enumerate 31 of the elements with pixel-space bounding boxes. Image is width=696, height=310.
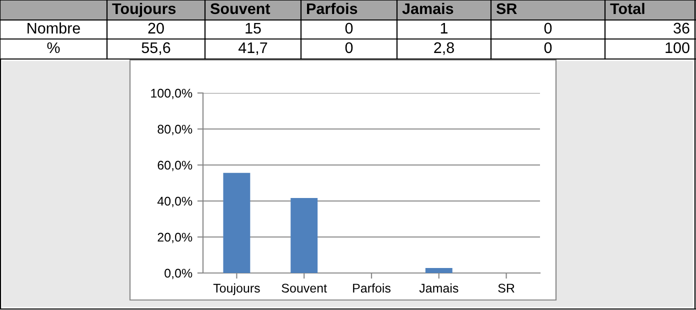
category-label: Jamais: [402, 2, 454, 14]
text: Total: [610, 2, 644, 14]
y-tick-label: 100,0%: [151, 88, 192, 100]
text: %: [47, 42, 60, 54]
text: 41,7: [238, 42, 268, 55]
x-tick-label: Parfois: [353, 283, 390, 293]
x-tick-label: SR: [498, 284, 514, 293]
y-tick-label: 80,0%: [158, 124, 192, 136]
text: 15: [246, 22, 261, 34]
text: 1: [440, 22, 448, 34]
x-tick-label: Jamais: [419, 283, 458, 293]
y-tick-label: 60,0%: [158, 160, 192, 172]
x-tick-label: Toujours: [213, 283, 260, 296]
y-tick-label: 40,0%: [157, 196, 192, 208]
y-tick-label: 20,0%: [158, 232, 192, 244]
text: 20: [148, 22, 164, 34]
text: 0: [544, 22, 552, 34]
text: 0: [345, 42, 353, 54]
text: 36: [674, 22, 690, 34]
y-tick-label: 0,0%: [164, 268, 192, 280]
category-label: Toujours: [112, 2, 176, 18]
text: Nombre: [28, 22, 80, 34]
category-label: Souvent: [210, 3, 270, 14]
x-tick-label: Souvent: [282, 284, 327, 293]
category-label: Parfois: [307, 2, 358, 14]
text: 100: [666, 42, 690, 54]
text: 55,6: [142, 42, 170, 55]
text: 2,8: [434, 42, 454, 55]
text: 0: [544, 42, 552, 54]
category-label: SR: [496, 3, 517, 14]
text: 0: [345, 22, 353, 34]
